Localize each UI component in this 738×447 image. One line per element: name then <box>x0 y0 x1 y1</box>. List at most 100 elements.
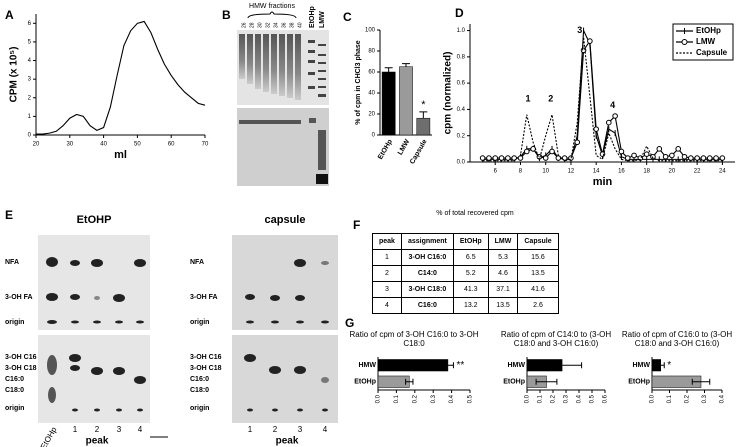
lane-label: 36 <box>281 22 287 28</box>
y-tick-label: 0.6 <box>457 81 466 87</box>
annotation: * <box>421 99 426 111</box>
x-tick-label: 0.1 <box>667 394 673 403</box>
table-cell: LMW <box>487 233 519 250</box>
x-tick-label: 18 <box>643 169 650 175</box>
lane-label: LMW <box>319 11 326 28</box>
y-tick-label: EtOHp <box>354 379 376 386</box>
y-tick-label: 60 <box>368 70 375 76</box>
lane-label: 34 <box>273 22 279 28</box>
lane-label: 2 <box>95 425 100 434</box>
band-label: C18:0 <box>5 387 24 394</box>
legend-label: LMW <box>696 37 716 46</box>
y-tick-label: 3 <box>28 77 32 83</box>
marker <box>624 155 631 161</box>
table-cell: 6.5 <box>452 249 489 266</box>
table-cell: EtOHp <box>452 233 489 250</box>
annotation: 2 <box>548 93 553 103</box>
marker <box>706 155 713 161</box>
lane-label: 3 <box>117 425 122 434</box>
y-axis-label: cpm (normalized) <box>443 52 454 135</box>
band-label: 3-OH C18 <box>190 365 222 372</box>
error-bar <box>441 362 454 369</box>
marker <box>486 155 492 161</box>
marker <box>694 155 700 161</box>
table-cell: 3 <box>372 281 402 298</box>
marker <box>643 151 650 157</box>
bar <box>377 359 449 372</box>
marker <box>549 148 555 155</box>
x-tick-label: EtOHp <box>377 138 394 160</box>
x-tick-label: 0.4 <box>577 394 583 403</box>
lane-label: 4 <box>138 425 143 434</box>
lane-label: 1 <box>248 425 253 434</box>
band-label: C18:0 <box>190 387 209 394</box>
marker <box>542 155 549 161</box>
x-tick-label: 6 <box>494 169 498 175</box>
marker <box>587 38 593 44</box>
gel-bands <box>239 118 328 184</box>
x-tick-label: 22 <box>694 169 701 175</box>
lane-label: EtOHp <box>39 425 59 447</box>
panel-label: B <box>222 8 231 22</box>
gel-header: HMW fractions <box>249 3 295 10</box>
x-axis-label: peak <box>86 436 109 447</box>
gel-lanes <box>239 34 301 100</box>
y-tick-label: 1 <box>28 114 32 120</box>
error-bar <box>535 378 558 385</box>
table-caption: % of total recovered cpm <box>436 210 514 217</box>
marker <box>523 148 530 155</box>
x-tick-label: 60 <box>168 142 175 148</box>
tlc-plate <box>38 235 150 330</box>
y-axis-label: CPM (x 10⁵) <box>9 47 20 103</box>
y-tick-label: 0.8 <box>457 54 466 60</box>
x-tick-label: 0.2 <box>551 394 557 403</box>
table-cell: C14:0 <box>400 265 454 282</box>
lane-label: 2 <box>273 425 278 434</box>
marker <box>618 148 625 155</box>
table-cell: 5.3 <box>487 249 519 266</box>
error-bar <box>656 362 665 369</box>
x-tick-label: 0.0 <box>650 394 656 403</box>
tlc-plate <box>38 335 150 423</box>
error-bar <box>405 378 414 385</box>
marker <box>631 152 637 159</box>
annotation: * <box>667 360 671 371</box>
table-cell: 3-OH C16:0 <box>400 249 454 266</box>
series-line <box>36 20 206 135</box>
x-tick-label: 12 <box>568 169 575 175</box>
band-label: origin <box>5 405 24 412</box>
table-cell: assignment <box>400 233 454 250</box>
panel-label: D <box>455 6 464 20</box>
band-label: NFA <box>190 259 204 266</box>
x-tick-label: 0.0 <box>376 394 382 403</box>
table-cell: 37.1 <box>487 281 519 298</box>
brace <box>247 11 297 19</box>
error-bar <box>542 362 583 369</box>
error-bar <box>402 63 410 67</box>
lane-label: 28 <box>249 22 255 28</box>
x-tick-label: 30 <box>66 142 73 148</box>
table-cell: 13.2 <box>452 297 489 314</box>
band-label: C16:0 <box>190 376 209 383</box>
x-tick-label: 16 <box>618 169 625 175</box>
x-tick-label: 8 <box>519 169 523 175</box>
x-tick-label: 10 <box>542 169 549 175</box>
panel-label: A <box>5 8 14 22</box>
annotation: 3 <box>577 25 582 35</box>
x-tick-label: 0.5 <box>468 394 474 403</box>
panel-label: G <box>345 316 354 330</box>
y-tick-label: EtOHp <box>628 379 650 386</box>
y-tick-label: 0.4 <box>457 107 466 113</box>
table-cell: 3-OH C18:0 <box>400 281 454 298</box>
band-label: origin <box>190 405 209 412</box>
y-tick-label: 0 <box>372 133 376 139</box>
marker <box>675 146 682 152</box>
table-cell: 2 <box>372 265 402 282</box>
x-tick-label: 70 <box>202 142 209 148</box>
error-bar <box>384 67 393 72</box>
y-tick-label: 0 <box>28 133 32 139</box>
bar <box>416 117 431 136</box>
band-label: NFA <box>5 259 19 266</box>
panel-label: F <box>353 218 360 232</box>
legend-label: EtOHp <box>696 26 721 35</box>
